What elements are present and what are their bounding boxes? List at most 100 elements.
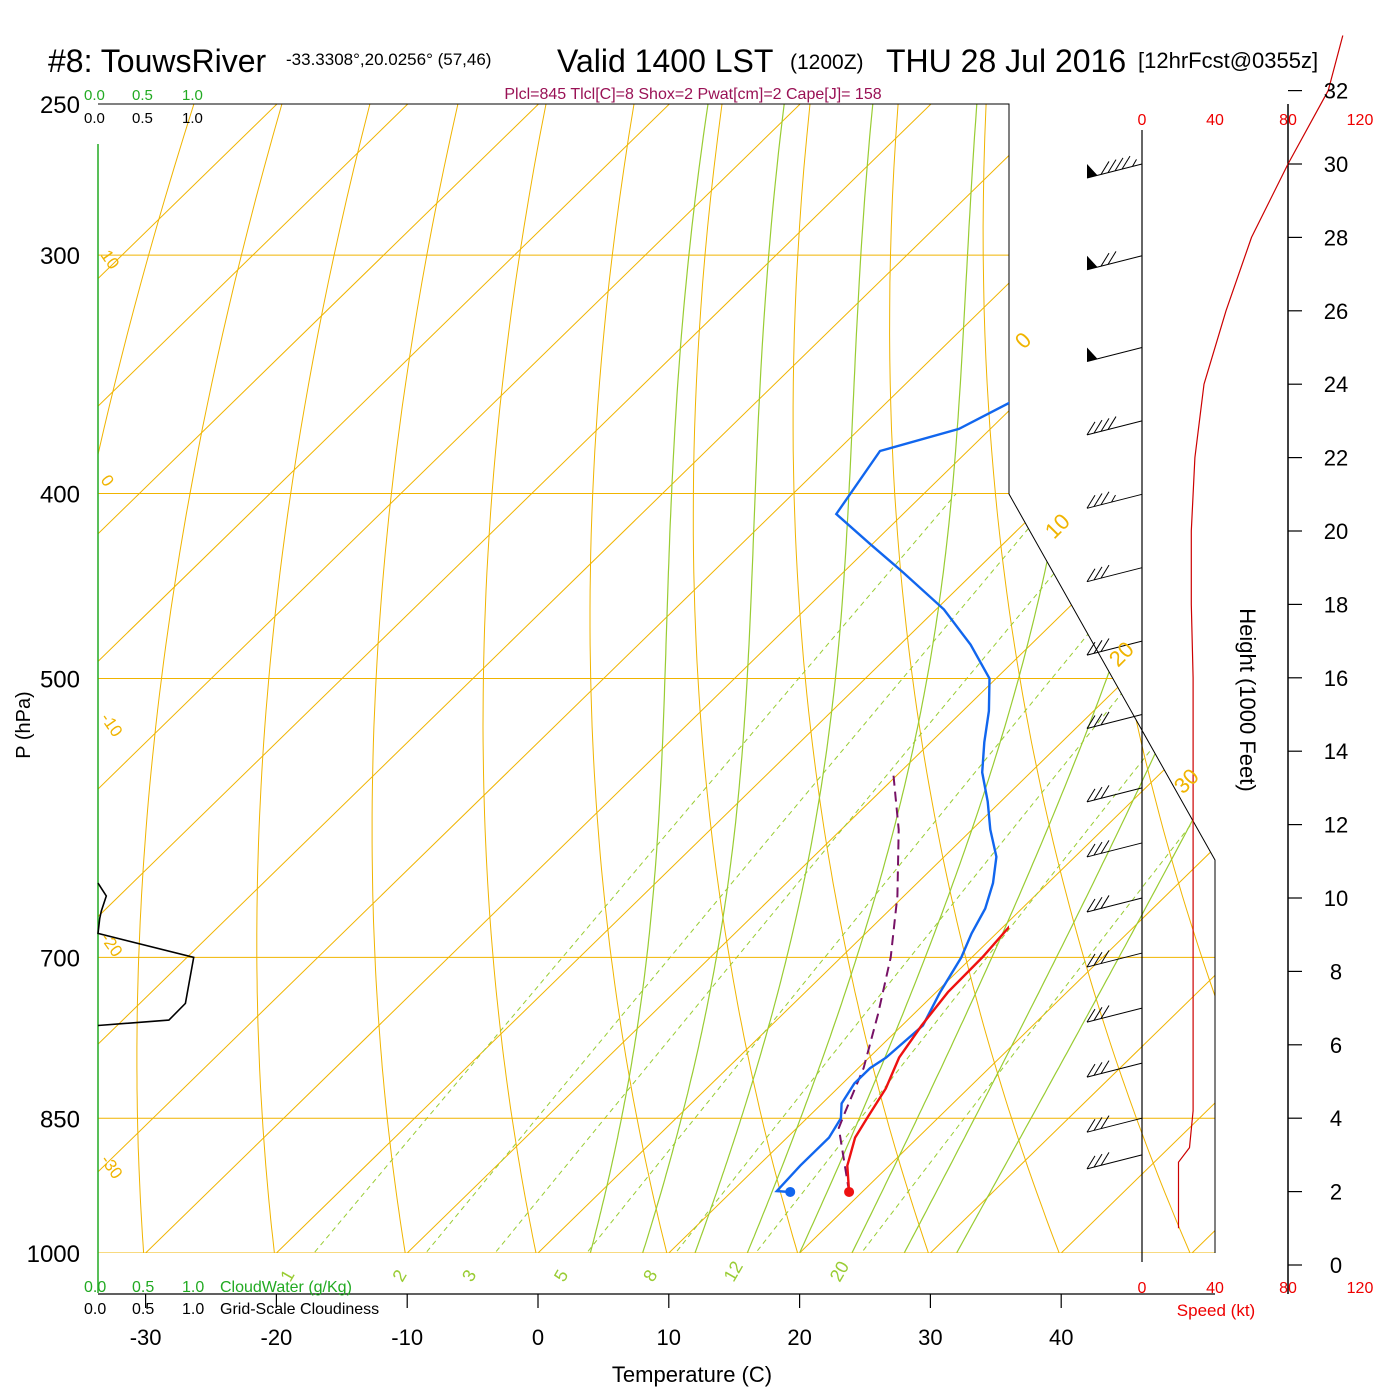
wind-barb-feather (1100, 1152, 1110, 1166)
isotherm-line (98, 104, 349, 1253)
plot-border (98, 103, 1216, 1253)
wind-barb-shaft (1086, 567, 1143, 583)
title-date: THU 28 Jul 2016 (886, 43, 1126, 79)
grid-clip-group (98, 35, 1400, 1294)
mixing-ratio-line (723, 493, 1215, 1253)
cloud-scale-top-black-1: 0.5 (132, 110, 153, 127)
wind-barb-feather (1100, 711, 1110, 726)
parcel-trace (837, 772, 900, 1193)
wind-barb-feather (1114, 157, 1124, 172)
wind-barb-half-feather (1111, 494, 1116, 503)
wind-barb-feather (1107, 251, 1117, 265)
pressure-tick-label: 850 (40, 1106, 80, 1133)
wind-barb-feather (1100, 418, 1110, 432)
wind-barb-feather (1093, 841, 1103, 856)
speed-tick-top-2: 80 (1279, 112, 1297, 129)
title-coords: -33.3308°,20.0256° (57,46) (286, 50, 491, 69)
wind-barb-feather (1086, 1155, 1096, 1170)
height-tick-label: 12 (1324, 813, 1348, 838)
speed-tick-bottom-0: 0 (1138, 1280, 1147, 1297)
moist-adiabat-line (903, 104, 1215, 1253)
wind-barb (1086, 1005, 1143, 1023)
wind-barb-feather (1086, 953, 1096, 968)
dry-adiabat-line (792, 104, 944, 1253)
dry-adiabat-line (98, 104, 217, 1253)
wind-barb-feather (1100, 564, 1110, 579)
speed-tick-top-0: 0 (1138, 112, 1147, 129)
dry-adiabat-line (371, 104, 475, 1253)
height-tick-label: 30 (1324, 152, 1348, 177)
isotherm-line (98, 104, 741, 1253)
axis-labels: -30 -20 -10 0 10 20 30 402503004005007008501000… (27, 79, 1349, 1350)
isotherm-label: 30 (1169, 764, 1204, 799)
height-tick-label: 32 (1324, 79, 1348, 104)
x-tick-label: -20 (261, 1325, 293, 1350)
wind-barb (1086, 1115, 1143, 1133)
dewpoint-trace (774, 401, 1009, 1194)
speed-tick-top-3: 120 (1347, 112, 1374, 129)
wind-barb (1086, 1152, 1143, 1170)
wind-barb (1086, 491, 1143, 509)
height-tick-label: 4 (1330, 1106, 1342, 1131)
cloudiness-label: Grid-Scale Cloudiness (220, 1301, 379, 1318)
wind-barb-shaft (1086, 1117, 1143, 1133)
wind-barb-feather (1100, 950, 1110, 964)
wind-barb-feather (1100, 638, 1110, 652)
wind-barb-feather (1093, 640, 1103, 654)
cloud-scale-bottom-green-2: 1.0 (182, 1279, 204, 1296)
wind-barb-feather (1093, 419, 1103, 434)
wind-barb-feather (1086, 898, 1096, 913)
wind-barb-feather (1086, 1008, 1096, 1023)
isotherm-line (1019, 104, 1215, 1253)
wind-barb-feather (1086, 843, 1096, 858)
height-axis-title: Height (1000 Feet) (1235, 608, 1260, 791)
wind-barb-feather (1100, 840, 1110, 854)
wind-barb-feather (1086, 788, 1096, 803)
surface-dewpoint-dot (785, 1186, 796, 1197)
height-tick-label: 22 (1324, 446, 1348, 471)
wind-barb-shaft (1086, 787, 1143, 803)
pressure-tick-label: 700 (40, 945, 80, 972)
wind-barb-feather (1093, 566, 1103, 581)
plot-frame (97, 103, 1289, 1295)
x-axis-title: Temperature (C) (612, 1362, 772, 1387)
dry-adiabat-line (136, 104, 303, 1253)
dry-adiabat-line (1334, 35, 1400, 1294)
wind-barb (1086, 711, 1143, 729)
x-tick-label: 30 (918, 1325, 942, 1350)
mixing-ratio-label: 5 (550, 1266, 572, 1285)
wind-barb-shaft (1086, 1007, 1143, 1023)
wind-barb-shaft (1086, 897, 1143, 913)
cloud-scale-top-green-2: 1.0 (182, 87, 203, 104)
x-tick-label: 0 (532, 1325, 544, 1350)
indices-line: Plcl=845 Tlcl[C]=8 Shox=2 Pwat[cm]=2 Cap… (504, 86, 881, 103)
wind-barb-shaft (1086, 1062, 1143, 1078)
sounding-profiles (97, 401, 1009, 1197)
height-tick-label: 18 (1324, 592, 1348, 617)
wind-barb-pennant (1087, 347, 1098, 362)
isotherm-line (98, 104, 1133, 1253)
wind-barb-shaft (1086, 420, 1143, 436)
isotherm-line (98, 104, 610, 1253)
wind-barb-feather (1100, 161, 1110, 175)
isotherm-line (98, 104, 479, 1253)
wind-barb-feather (1093, 896, 1103, 911)
moist-adiabat-line (746, 104, 981, 1253)
wind-barb (1086, 251, 1143, 271)
wind-barb-shaft (1086, 714, 1143, 729)
speed-tick-bottom-2: 80 (1279, 1280, 1297, 1297)
surface-temperature-dot (844, 1186, 855, 1197)
dry-adiabat-line (589, 104, 678, 1253)
isotherm-line (627, 104, 1215, 1253)
isotherm-line (365, 104, 1215, 1253)
height-tick-label: 28 (1324, 225, 1348, 250)
isotherm-line (496, 104, 1215, 1253)
cloud-scale-bottom-black-1: 0.5 (132, 1301, 154, 1318)
height-tick-label: 24 (1324, 372, 1348, 397)
title-valid: Valid 1400 LST (557, 43, 773, 79)
wind-barb-feather (1093, 713, 1103, 727)
wind-barb-feather (1093, 1062, 1103, 1076)
wind-barb (1086, 564, 1143, 583)
moist-adiabat-line (694, 104, 877, 1253)
wind-barb (1086, 785, 1143, 803)
